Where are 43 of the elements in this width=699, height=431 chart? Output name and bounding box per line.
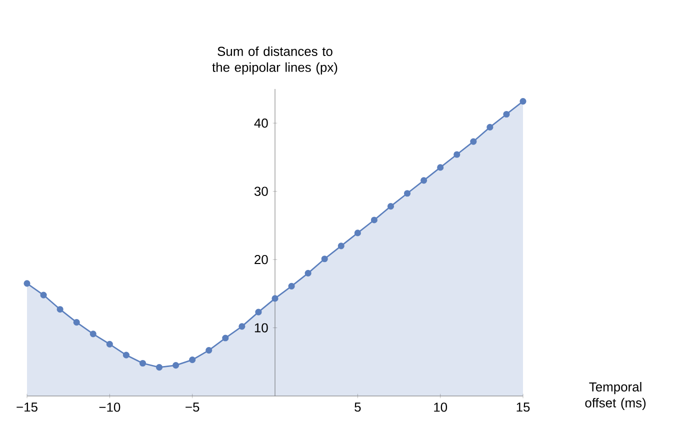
y-tick-label: 30 — [254, 186, 268, 196]
point — [122, 352, 130, 358]
x-tick-label: −10 — [99, 402, 120, 412]
x-tick-label: 10 — [434, 402, 448, 412]
point — [486, 124, 494, 130]
point — [156, 364, 163, 371]
point — [387, 203, 394, 210]
point — [90, 330, 96, 338]
point — [272, 295, 278, 302]
point — [255, 308, 262, 316]
point — [420, 177, 428, 184]
point — [238, 323, 246, 330]
point — [24, 280, 30, 287]
point — [404, 190, 411, 197]
point — [139, 360, 146, 367]
point — [520, 98, 526, 105]
point — [288, 282, 295, 290]
point — [172, 362, 180, 369]
point — [503, 110, 510, 118]
point — [206, 347, 212, 354]
point — [222, 334, 229, 342]
point — [454, 151, 460, 158]
point — [189, 356, 196, 364]
x-tick-label: −15 — [16, 402, 38, 412]
point — [321, 256, 328, 262]
point — [304, 270, 312, 276]
y-axis-title: Sum of distances to the epipolar lines (px) — [212, 46, 338, 74]
x-tick-label: −5 — [186, 402, 200, 412]
point — [354, 230, 361, 236]
x-tick-label: 5 — [354, 402, 361, 412]
y-tick-label: 10 — [254, 323, 268, 332]
point — [338, 242, 344, 250]
x-axis-title: Temporal offset (ms) — [585, 382, 646, 410]
x-tick-label: 15 — [516, 402, 530, 412]
point — [370, 216, 378, 224]
y-tick-label: 20 — [254, 254, 268, 264]
point — [437, 164, 444, 171]
point — [106, 340, 113, 348]
y-tick-label: 40 — [254, 118, 268, 128]
point — [56, 306, 64, 313]
point — [40, 292, 47, 298]
point — [73, 319, 80, 326]
point — [470, 138, 477, 145]
